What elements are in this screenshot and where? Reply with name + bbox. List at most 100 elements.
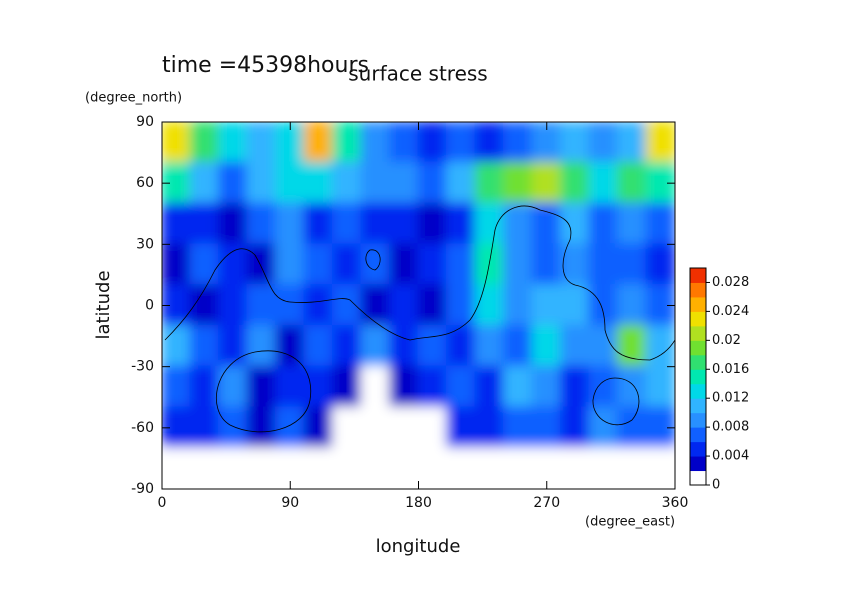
cell xyxy=(189,243,220,287)
cell xyxy=(474,243,505,287)
cell xyxy=(389,324,420,368)
x-tick-label: 0 xyxy=(158,495,167,511)
coast xyxy=(592,377,640,426)
field-inner xyxy=(162,122,675,489)
cell xyxy=(531,284,562,327)
cell xyxy=(474,365,505,409)
colorbar-swatch xyxy=(690,427,706,443)
cell xyxy=(474,324,505,368)
y-tick-label: -60 xyxy=(131,420,154,436)
cell xyxy=(275,406,306,450)
cell xyxy=(275,202,306,246)
colorbar-tick-label: 0.02 xyxy=(712,333,741,348)
cell xyxy=(275,161,306,205)
cell xyxy=(474,447,505,489)
cell xyxy=(617,406,648,450)
cell xyxy=(474,284,505,327)
cell xyxy=(560,161,591,205)
cell xyxy=(189,284,220,327)
cell xyxy=(417,161,448,205)
cell xyxy=(531,202,562,246)
x-tick-label: 360 xyxy=(662,495,689,511)
coast xyxy=(215,350,312,433)
cell xyxy=(218,324,249,368)
cell xyxy=(417,284,448,327)
cell xyxy=(474,202,505,246)
y-tick-label: -90 xyxy=(131,481,154,497)
cell xyxy=(446,447,477,489)
cell xyxy=(246,324,277,368)
colorbar-swatch xyxy=(690,354,706,370)
cell xyxy=(617,324,648,368)
cell xyxy=(617,284,648,327)
cell xyxy=(189,365,220,409)
cell xyxy=(189,447,220,489)
x-tick-label: 90 xyxy=(281,495,299,511)
colorbar-swatch xyxy=(690,412,706,428)
cell xyxy=(162,324,192,368)
cell xyxy=(360,243,391,287)
cell xyxy=(332,324,363,368)
field xyxy=(162,122,675,489)
cell xyxy=(617,365,648,409)
cell xyxy=(246,243,277,287)
cell xyxy=(560,243,591,287)
cell xyxy=(503,365,534,409)
cell xyxy=(617,202,648,246)
cell xyxy=(446,365,477,409)
cell xyxy=(246,202,277,246)
cell xyxy=(389,243,420,287)
cell xyxy=(332,284,363,327)
cell xyxy=(417,122,448,164)
time-label: time =45398hours xyxy=(162,53,369,78)
cell xyxy=(446,161,477,205)
cell xyxy=(531,406,562,450)
cell xyxy=(389,365,420,409)
colorbar-swatch xyxy=(690,441,706,457)
y-tick-label: 0 xyxy=(145,298,154,314)
coast xyxy=(365,249,381,271)
cell xyxy=(218,122,249,164)
cell xyxy=(360,161,391,205)
cell xyxy=(588,324,619,368)
cell xyxy=(332,406,363,450)
cell xyxy=(275,365,306,409)
cell xyxy=(560,365,591,409)
cell xyxy=(446,243,477,287)
cell xyxy=(474,406,505,450)
cell xyxy=(360,365,391,409)
cell xyxy=(360,202,391,246)
colorbar-tick-label: 0.016 xyxy=(712,362,749,377)
cell xyxy=(303,365,334,409)
cell xyxy=(417,365,448,409)
cell xyxy=(332,122,363,164)
colorbar-frame xyxy=(689,267,707,486)
cell xyxy=(588,161,619,205)
cell xyxy=(389,161,420,205)
cell xyxy=(588,284,619,327)
cell xyxy=(560,202,591,246)
colorbar-swatch xyxy=(690,340,706,356)
cell xyxy=(588,365,619,409)
coast xyxy=(164,205,675,361)
x-axis-label: longitude xyxy=(376,536,461,557)
cell xyxy=(588,406,619,450)
x-unit: (degree_east) xyxy=(585,515,675,530)
cell xyxy=(360,447,391,489)
cell xyxy=(246,161,277,205)
cell xyxy=(162,243,192,287)
cell xyxy=(303,284,334,327)
y-tick-label: 30 xyxy=(136,236,154,252)
cell xyxy=(189,406,220,450)
cell xyxy=(360,122,391,164)
cell xyxy=(645,202,675,246)
cell xyxy=(645,365,675,409)
colorbar-tick-label: 0.028 xyxy=(712,275,749,290)
colorbar-swatch xyxy=(690,398,706,414)
cell xyxy=(389,447,420,489)
colorbar-swatch xyxy=(690,311,706,327)
coastlines xyxy=(164,205,675,433)
cell xyxy=(303,324,334,368)
cell xyxy=(503,243,534,287)
cell xyxy=(275,243,306,287)
